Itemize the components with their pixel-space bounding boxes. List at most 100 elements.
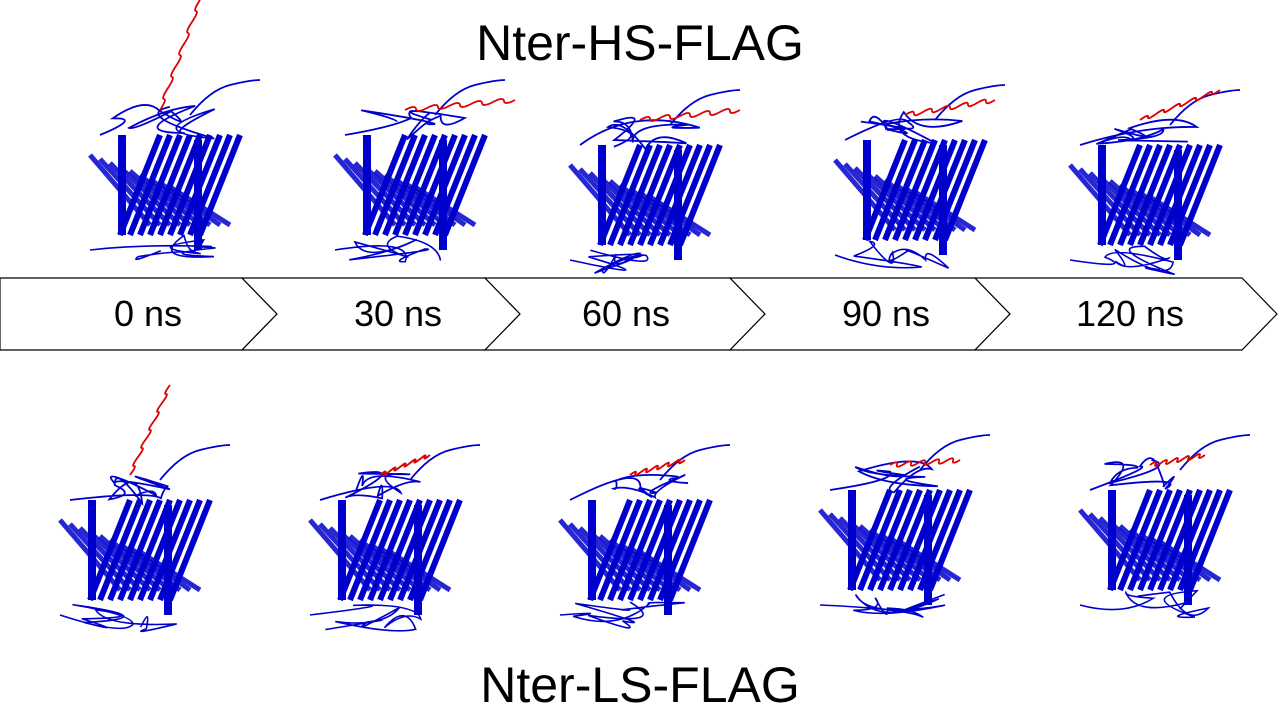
flag-tag: [129, 384, 171, 476]
beta-strand: [1177, 143, 1223, 247]
beta-strand: [118, 135, 126, 235]
time-label-4: 120 ns: [1075, 293, 1185, 334]
beta-strand: [1127, 143, 1173, 247]
beta-strand: [363, 135, 371, 235]
terminal-loop: [159, 444, 231, 481]
protein-ls-3: [818, 434, 991, 619]
protein-ls-2: [558, 444, 731, 629]
loop: [1069, 245, 1175, 276]
beta-strand: [1137, 143, 1183, 247]
flag-tag: [379, 454, 431, 476]
terminal-loop: [1169, 89, 1241, 126]
beta-strand: [902, 138, 948, 242]
loop: [829, 460, 938, 494]
beta-strand: [892, 138, 938, 242]
beta-strand: [1147, 143, 1193, 247]
loop: [579, 116, 701, 151]
loop: [569, 473, 689, 501]
beta-strand: [617, 498, 663, 602]
beta-strand: [863, 140, 871, 240]
beta-strand: [442, 133, 488, 237]
protein-hs-1: [333, 79, 516, 263]
bottom-title: Nter-LS-FLAG: [480, 657, 800, 713]
beta-strand: [1147, 488, 1193, 592]
protein-hs-3: [833, 84, 1006, 269]
beta-strand: [912, 138, 958, 242]
beta-strand: [387, 498, 433, 602]
loop: [334, 235, 442, 263]
beta-strand: [1108, 490, 1116, 590]
protein-ls-0: [58, 384, 231, 633]
terminal-loop: [919, 434, 991, 471]
protein-hs-2: [568, 89, 741, 274]
beta-strand: [1184, 495, 1192, 605]
flag-tag: [639, 108, 741, 122]
flag-tag: [1139, 89, 1221, 121]
beta-strand: [939, 145, 947, 255]
terminal-loop: [434, 79, 506, 116]
beta-strand: [1187, 488, 1233, 592]
beta-strand: [127, 498, 173, 602]
beta-strand: [167, 133, 213, 237]
beta-strand: [338, 500, 346, 600]
loop: [309, 604, 423, 632]
loop: [89, 234, 216, 261]
loop: [559, 601, 685, 629]
beta-strand: [167, 498, 213, 602]
beta-strand: [924, 495, 932, 605]
beta-strand: [417, 498, 463, 602]
terminal-loop: [409, 444, 481, 481]
beta-strand: [147, 133, 193, 237]
beta-strand: [627, 498, 673, 602]
protein-hs-0: [88, 0, 261, 261]
protein-ls-1: [308, 444, 481, 632]
terminal-loop: [669, 89, 741, 126]
terminal-loop: [659, 444, 731, 481]
terminal-loop: [934, 84, 1006, 121]
loop: [819, 593, 946, 619]
loop: [59, 603, 177, 633]
beta-strand: [897, 488, 943, 592]
beta-strand: [392, 133, 438, 237]
loop: [569, 249, 649, 274]
beta-strand: [667, 498, 713, 602]
beta-strand: [157, 133, 203, 237]
beta-strand: [137, 498, 183, 602]
top-title: Nter-HS-FLAG: [476, 15, 804, 71]
beta-strand: [674, 150, 682, 260]
beta-strand: [402, 133, 448, 237]
beta-strand: [588, 500, 596, 600]
beta-strand: [197, 133, 243, 237]
terminal-loop: [189, 79, 261, 116]
timeline-chevron-4: [973, 277, 1278, 351]
beta-strand: [664, 505, 672, 615]
time-label-3: 90 ns: [841, 293, 931, 334]
beta-strand: [414, 505, 422, 615]
beta-strand: [637, 143, 683, 247]
loop: [344, 109, 468, 141]
loop: [69, 475, 171, 507]
flag-tag: [904, 98, 996, 117]
flag-tag: [404, 98, 516, 112]
beta-strand: [887, 488, 933, 592]
beta-strand: [1137, 488, 1183, 592]
protein-hs-4: [1068, 89, 1241, 276]
beta-strand: [1174, 150, 1182, 260]
beta-strand: [117, 498, 163, 602]
beta-strand: [627, 143, 673, 247]
beta-strand: [439, 140, 447, 250]
loop: [1079, 589, 1211, 619]
beta-strand: [194, 140, 202, 250]
time-label-1: 30 ns: [353, 293, 443, 334]
protein-ls-4: [1078, 434, 1251, 619]
beta-strand: [942, 138, 988, 242]
loop: [99, 104, 216, 140]
time-label-0: 0 ns: [113, 293, 183, 334]
beta-strand: [598, 145, 606, 245]
beta-strand: [877, 488, 923, 592]
beta-strand: [412, 133, 458, 237]
loop: [834, 240, 950, 269]
beta-strand: [647, 143, 693, 247]
beta-strand: [377, 498, 423, 602]
